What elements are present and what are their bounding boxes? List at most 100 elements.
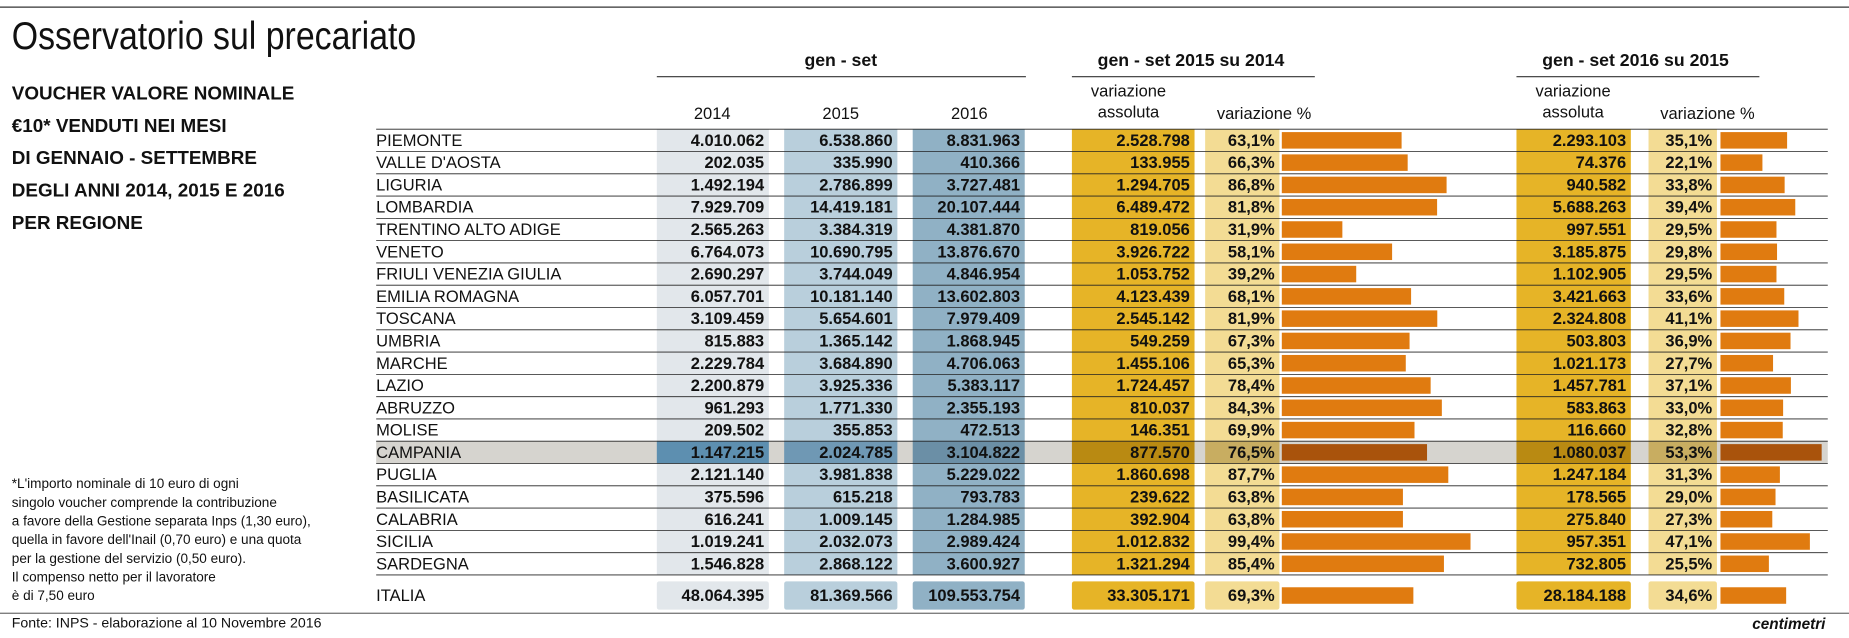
cell-bg — [1071, 552, 1195, 575]
cell-value: 63,8% — [1228, 511, 1275, 529]
cell-value: 503.803 — [1566, 332, 1626, 350]
subtitle: €10* VENDUTI NEI MESI — [12, 115, 227, 136]
region: MARCHE — [376, 355, 448, 373]
cell-bg — [1648, 173, 1717, 197]
cell-value: 53,3% — [1665, 444, 1712, 462]
cell-value: 3.185.875 — [1553, 243, 1626, 261]
cell-value: 2.293.103 — [1553, 132, 1626, 150]
cell-bg — [1516, 374, 1631, 397]
cell-value: 4.706.063 — [947, 355, 1020, 373]
cell-value: 940.582 — [1566, 176, 1626, 194]
cell-value: 2.229.784 — [691, 355, 765, 373]
cell-value: 116.660 — [1567, 422, 1626, 440]
group-header: gen - set 2016 su 2015 — [1542, 50, 1729, 70]
cell-value: 10.690.795 — [810, 243, 893, 261]
column-header: 2015 — [822, 105, 859, 123]
region: EMILIA ROMAGNA — [376, 288, 519, 306]
cell-bg — [784, 581, 898, 610]
pct-bar — [1720, 332, 1791, 350]
cell-bg — [1071, 218, 1195, 241]
footnote: singolo voucher comprende la contribuzio… — [12, 495, 277, 510]
cell-value: 2.868.122 — [819, 555, 892, 573]
cell-value: 1.247.184 — [1553, 466, 1627, 484]
cell-bg — [1071, 485, 1195, 509]
cell-value: 957.351 — [1566, 533, 1626, 551]
cell-bg — [1516, 196, 1631, 219]
cell-bg — [1071, 463, 1195, 486]
pct-bar — [1720, 198, 1796, 216]
cell-value: 4.381.870 — [947, 221, 1020, 239]
cell-bg — [1205, 441, 1280, 464]
region: TRENTINO ALTO ADIGE — [376, 221, 561, 239]
cell-value: 37,1% — [1665, 377, 1712, 395]
cell-value: 63,1% — [1228, 132, 1275, 150]
footnote: a favore della Gestione separata Inps (1… — [12, 514, 311, 529]
cell-value: 6.489.472 — [1116, 199, 1189, 217]
region: VALLE D'AOSTA — [376, 154, 501, 172]
cell-value: 133.955 — [1130, 154, 1190, 172]
pct-bar — [1720, 399, 1784, 417]
cell-bg — [1205, 285, 1280, 308]
cell-bg — [1071, 307, 1195, 330]
cell-value: 47,1% — [1665, 533, 1712, 551]
cell-bg — [912, 485, 1025, 509]
cell-bg — [656, 581, 769, 610]
cell-bg — [656, 329, 769, 353]
cell-value: 85,4% — [1228, 555, 1275, 573]
cell-value: 13.602.803 — [937, 288, 1020, 306]
cell-bg — [1071, 129, 1195, 152]
cell-bg — [1205, 418, 1280, 442]
cell-bg — [1205, 396, 1280, 419]
cell-value: 48.064.395 — [682, 587, 765, 605]
cell-value: 5.229.022 — [947, 466, 1020, 484]
cell-bg — [1205, 485, 1280, 509]
cell-value: 4.846.954 — [947, 266, 1021, 284]
cell-bg — [1205, 374, 1280, 397]
cell-value: 39,2% — [1228, 266, 1275, 284]
pct-bar — [1281, 587, 1414, 604]
column-header: variazione — [1091, 82, 1166, 100]
cell-bg — [784, 508, 898, 531]
pct-bar — [1281, 132, 1402, 149]
cell-value: 1.009.145 — [819, 511, 892, 529]
pct-bar — [1720, 221, 1777, 238]
region: ABRUZZO — [376, 399, 455, 417]
cell-value: 1.053.752 — [1116, 266, 1189, 284]
group-header: gen - set — [804, 50, 877, 70]
cell-value: 10.181.140 — [810, 288, 893, 306]
cell-bg — [656, 396, 769, 419]
cell-bg — [1648, 374, 1717, 397]
pct-bar — [1720, 288, 1785, 305]
cell-bg — [912, 581, 1025, 610]
cell-value: 34,6% — [1665, 587, 1712, 605]
cell-bg — [656, 262, 769, 286]
cell-bg — [784, 418, 898, 442]
cell-value: 3.684.890 — [819, 355, 892, 373]
pct-bar — [1720, 310, 1799, 327]
cell-value: 13.876.670 — [937, 243, 1020, 261]
cell-value: 28.184.188 — [1544, 587, 1627, 605]
cell-bg — [784, 530, 898, 553]
cell-value: 65,3% — [1228, 355, 1275, 373]
region: ITALIA — [376, 587, 425, 605]
cell-value: 2.989.424 — [947, 533, 1021, 551]
cell-bg — [1648, 352, 1717, 375]
cell-bg — [1516, 396, 1631, 419]
cell-bg — [912, 552, 1025, 575]
footnote: è di 7,50 euro — [12, 588, 95, 603]
cell-bg — [1516, 218, 1631, 241]
pct-bar — [1281, 310, 1438, 327]
cell-bg — [1648, 307, 1717, 330]
cell-bg — [656, 218, 769, 241]
cell-bg — [656, 552, 769, 575]
cell-value: 3.926.722 — [1116, 243, 1189, 261]
cell-bg — [1205, 508, 1280, 531]
cell-bg — [1648, 151, 1717, 174]
cell-bg — [912, 285, 1025, 308]
cell-bg — [912, 196, 1025, 219]
cell-value: 66,3% — [1228, 154, 1275, 172]
cell-value: 2.324.808 — [1553, 310, 1626, 328]
cell-value: 78,4% — [1228, 377, 1275, 395]
pct-bar — [1720, 354, 1774, 372]
cell-value: 616.241 — [704, 511, 764, 529]
